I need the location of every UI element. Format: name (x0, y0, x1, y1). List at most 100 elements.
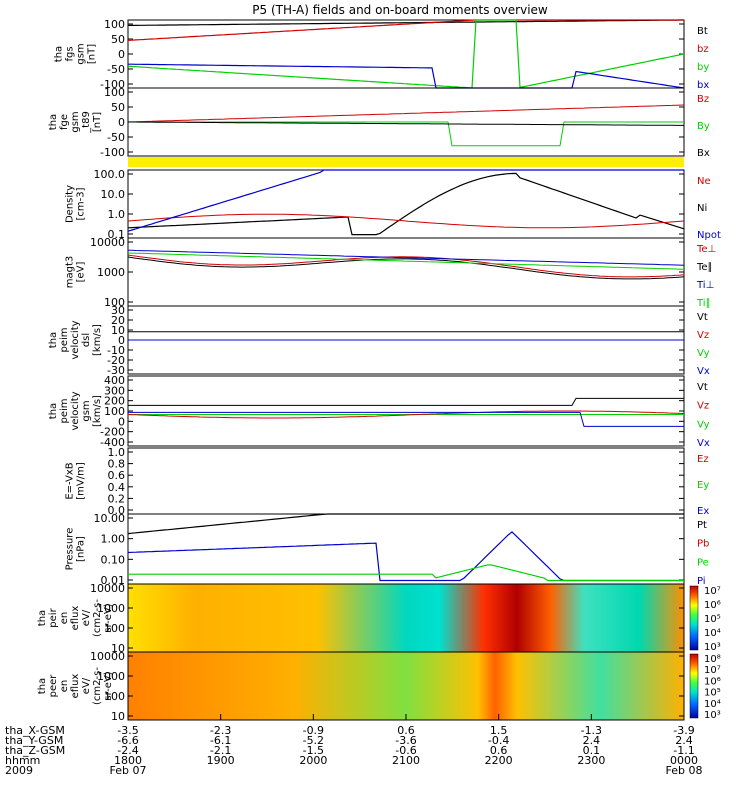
x-row-value: 2.4 (583, 734, 601, 747)
legend-vz: Vz (697, 330, 709, 341)
legend-by: by (697, 62, 709, 73)
legend-pb: Pb (697, 539, 709, 550)
y-axis-label: eV/ (81, 609, 92, 626)
y-tick-label: 1.0 (108, 208, 126, 221)
trace-ti-par (127, 252, 685, 270)
legend-pt: Pt (697, 520, 707, 531)
legend-vy: Vy (697, 348, 710, 359)
y-tick-label: 50 (111, 101, 125, 114)
x-row-value: -2.4 (117, 744, 138, 757)
y-tick-label: 0.10 (101, 553, 126, 566)
y-axis-label: [nT] (87, 44, 98, 64)
y-tick-label: 10 (111, 642, 125, 655)
y-tick-label: 400 (104, 374, 125, 387)
y-axis-label: [km/s] (92, 324, 103, 356)
x-row-value: -2.3 (210, 724, 231, 737)
panel-peir: 10000 1000 100 10 tha peir en eflux eV/(cm2-s-sr… (37, 582, 721, 655)
y-tick-label: -100 (100, 78, 125, 91)
colorbar-label: 10⁴ (704, 628, 721, 639)
x-row-label: tha_X-GSM (5, 724, 65, 737)
legend-vt: Vt (697, 382, 708, 393)
y-tick-label: -100 (100, 146, 125, 159)
y-axis-label: tha (48, 114, 59, 130)
y-tick-label: -200 (100, 426, 125, 439)
y-axis-label: [nPa] (76, 536, 87, 562)
yellow-divider-bar (128, 157, 684, 167)
x-row-value: Feb 08 (666, 764, 703, 777)
trace-pt (127, 513, 684, 535)
colorbar-label: 10³ (704, 710, 721, 721)
y-tick-label: 1000 (97, 602, 125, 615)
x-row-value: -1.5 (303, 744, 324, 757)
y-tick-label: 0.1 (108, 228, 126, 241)
trace-te-par (127, 256, 685, 280)
y-axis-label: en (59, 612, 70, 625)
y-axis-label: [mV/m] (76, 462, 87, 500)
x-row-value: -0.9 (303, 724, 324, 737)
x-row-value: 0000 (670, 754, 698, 767)
y-axis-label: [eV] (76, 262, 87, 283)
x-row-value: 2.4 (675, 734, 693, 747)
trace-ne (127, 213, 685, 229)
trace-ti-perp (127, 249, 685, 266)
y-axis-label: E=-VxB (65, 462, 76, 499)
trace-gsm-vx (128, 411, 684, 427)
y-tick-label: 20 (111, 314, 125, 327)
legend-pe: Pe (697, 557, 709, 568)
x-row-value: -3.9 (673, 724, 694, 737)
y-tick-label: 100 (104, 405, 125, 418)
y-tick-label: 100 (104, 622, 125, 635)
legend-te∥: Te∥ (696, 262, 713, 273)
colorbar-label: 10⁵ (704, 688, 721, 699)
panel-temp: 10000 1000 100 magt3 [eV] Te⊥ Te∥ Ti⊥ Ti∥ (65, 236, 717, 309)
legend-te⊥: Te⊥ (696, 244, 716, 255)
legend-ex: Ex (697, 506, 709, 517)
y-tick-label: 10000 (90, 650, 125, 663)
trace-pi (127, 531, 684, 582)
y-tick-label: 0.8 (108, 458, 126, 471)
panel-fge: 100 50 0 -50 -100 tha fge gsm _t89 [nT] Bz By Bx (48, 86, 710, 159)
legend-ne: Ne (697, 176, 711, 187)
legend-bz: Bz (697, 94, 709, 105)
panel-fgs: 100 50 0 -50 -100 tha fgs gsm [nT] Bt bz by bx (54, 18, 710, 91)
trace-ni (127, 172, 685, 236)
legend-vt: Vt (697, 312, 708, 323)
legend-ni: Ni (697, 203, 707, 214)
trace-bx (128, 63, 685, 89)
y-axis-label: magt3 (65, 256, 76, 289)
plot-title: P5 (TH-A) fields and on-board moments ov… (252, 3, 548, 17)
y-tick-label: 0 (118, 48, 125, 61)
x-row-value: 1800 (114, 754, 142, 767)
y-axis-label: _t89 (81, 111, 92, 134)
legend-bz: bz (697, 44, 709, 55)
trace-pe (128, 564, 684, 582)
y-axis-label: [cm-3] (76, 187, 87, 220)
y-axis-label: dsl (81, 333, 92, 347)
y-tick-label: 0 (118, 334, 125, 347)
legend-ez: Ez (697, 454, 709, 465)
y-tick-label: 100 (104, 296, 125, 309)
y-axis-label: eflux (70, 674, 81, 699)
x-row-value: 1900 (207, 754, 235, 767)
colorbar-label: 10⁷ (704, 586, 721, 597)
panel-pressure: 10.00 1.00 0.10 0.01 Pressure [nPa] Pt Pb Pe Pi (65, 512, 710, 587)
y-axis-label: (cm2-s- (92, 667, 103, 705)
y-tick-label: 0 (118, 116, 125, 129)
x-row-value: -6.1 (210, 734, 231, 747)
trace-gsm-vz (127, 410, 685, 419)
trace-gsm-vt (128, 397, 684, 406)
colorbar (689, 585, 699, 651)
panel-frame (127, 19, 685, 89)
y-tick-label: 10 (111, 710, 125, 723)
x-row-value: 2300 (577, 754, 605, 767)
y-axis-label: tha (37, 678, 48, 694)
y-tick-label: 10.0 (101, 188, 126, 201)
y-tick-label: -20 (107, 354, 125, 367)
legend-ti⊥: Ti⊥ (696, 280, 714, 291)
x-row-value: 2200 (485, 754, 513, 767)
y-tick-label: 1.0 (108, 446, 126, 459)
y-axis-label: tha (37, 610, 48, 626)
y-tick-label: 100 (104, 690, 125, 703)
y-tick-label: 100.0 (94, 168, 126, 181)
